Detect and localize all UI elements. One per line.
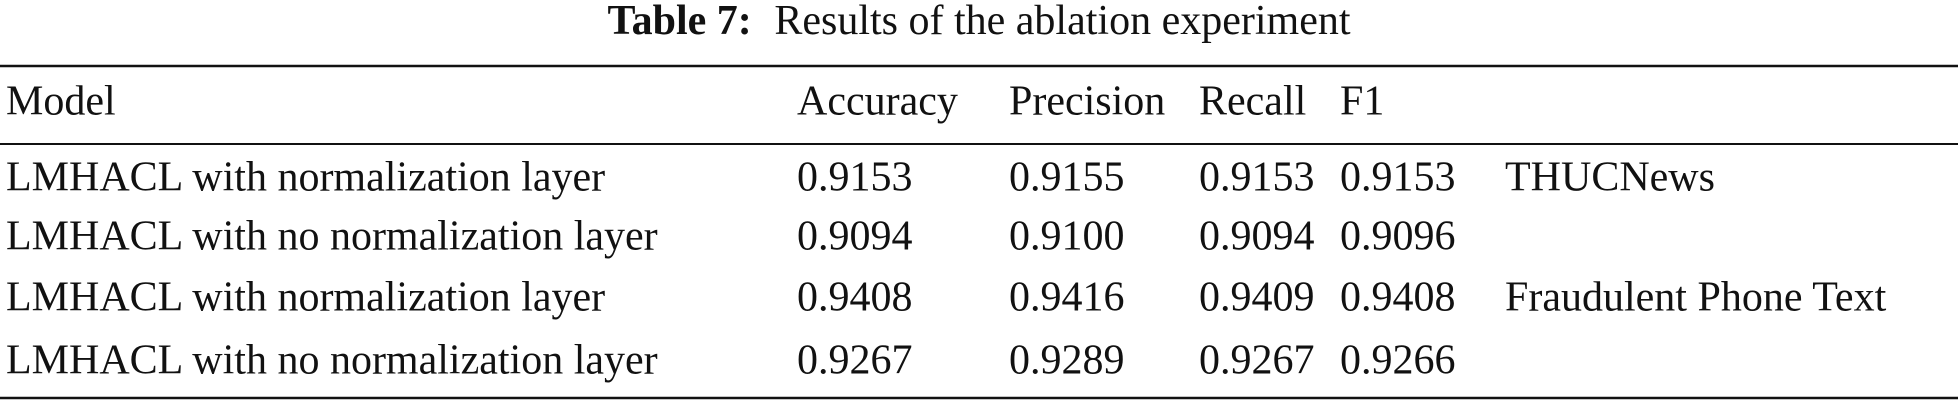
dataset-cell: Fraudulent Phone Text — [1505, 275, 1887, 321]
model-cell: LMHACL with no normalization layer — [6, 338, 658, 384]
header-cell: F1 — [1340, 79, 1384, 125]
value-cell: 0.9096 — [1340, 214, 1456, 260]
model-cell: LMHACL with no normalization layer — [6, 214, 658, 260]
header-cell: Recall — [1199, 79, 1306, 125]
value-cell: 0.9266 — [1340, 338, 1456, 384]
value-cell: 0.9153 — [1340, 155, 1456, 201]
value-cell: 0.9408 — [1340, 275, 1456, 321]
value-cell: 0.9155 — [1009, 155, 1125, 201]
value-cell: 0.9094 — [1199, 214, 1315, 260]
value-cell: 0.9153 — [1199, 155, 1315, 201]
caption-text: Results of the ablation experiment — [774, 0, 1351, 44]
model-cell: LMHACL with normalization layer — [6, 155, 605, 201]
value-cell: 0.9408 — [797, 275, 913, 321]
value-cell: 0.9409 — [1199, 275, 1315, 321]
header-cell: Precision — [1009, 79, 1165, 125]
header-cell: Model — [6, 79, 116, 125]
dataset-cell: THUCNews — [1505, 155, 1715, 201]
header-cell: Accuracy — [797, 79, 958, 125]
value-cell: 0.9094 — [797, 214, 913, 260]
model-cell: LMHACL with normalization layer — [6, 275, 605, 321]
value-cell: 0.9267 — [1199, 338, 1315, 384]
value-cell: 0.9267 — [797, 338, 913, 384]
value-cell: 0.9289 — [1009, 338, 1125, 384]
value-cell: 0.9100 — [1009, 214, 1125, 260]
value-cell: 0.9416 — [1009, 275, 1125, 321]
value-cell: 0.9153 — [797, 155, 913, 201]
caption: Table 7: Results of the ablation experim… — [607, 0, 1350, 44]
caption-label: Table 7: — [607, 0, 751, 44]
